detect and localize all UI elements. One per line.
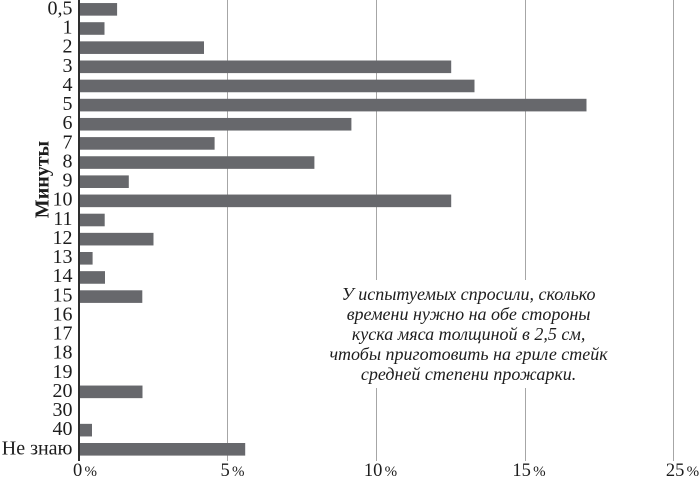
svg-text:9: 9 [63, 170, 73, 192]
svg-text:Не знаю: Не знаю [2, 437, 73, 459]
svg-text:времени нужно на обе стороны: времени нужно на обе стороны [347, 304, 591, 324]
svg-text:19: 19 [53, 361, 73, 383]
svg-text:7: 7 [63, 131, 73, 153]
svg-text:0,5: 0,5 [48, 0, 73, 19]
svg-text:14: 14 [53, 265, 73, 287]
svg-text:чтобы приготовить на гриле сте: чтобы приготовить на гриле стейк [329, 344, 608, 364]
svg-text:0%: 0% [73, 461, 97, 477]
svg-text:30: 30 [53, 399, 73, 421]
svg-text:8: 8 [63, 150, 73, 172]
svg-text:5%: 5% [221, 461, 245, 477]
svg-text:25%: 25% [666, 461, 699, 477]
svg-text:средней степени прожарки.: средней степени прожарки. [361, 364, 576, 384]
svg-text:18: 18 [53, 342, 73, 364]
svg-text:13: 13 [53, 246, 73, 268]
svg-text:1: 1 [63, 17, 73, 39]
svg-text:У испытуемых спросили, сколько: У испытуемых спросили, сколько [342, 284, 596, 304]
svg-text:куска мяса толщиной в 2,5 см,: куска мяса толщиной в 2,5 см, [352, 324, 585, 344]
svg-text:12: 12 [53, 227, 73, 249]
svg-text:10%: 10% [364, 461, 397, 477]
svg-text:Минуты: Минуты [32, 140, 54, 218]
svg-text:10: 10 [53, 189, 73, 211]
svg-text:6: 6 [63, 112, 73, 134]
svg-text:20: 20 [53, 380, 73, 402]
svg-text:5: 5 [63, 93, 73, 115]
svg-text:3: 3 [63, 55, 73, 77]
svg-text:11: 11 [53, 208, 72, 230]
svg-text:2: 2 [63, 36, 73, 58]
svg-text:17: 17 [53, 323, 73, 345]
svg-text:40: 40 [53, 418, 73, 440]
svg-text:16: 16 [53, 303, 73, 325]
svg-text:4: 4 [63, 74, 73, 96]
svg-text:15%: 15% [512, 461, 545, 477]
svg-text:15: 15 [53, 284, 73, 306]
